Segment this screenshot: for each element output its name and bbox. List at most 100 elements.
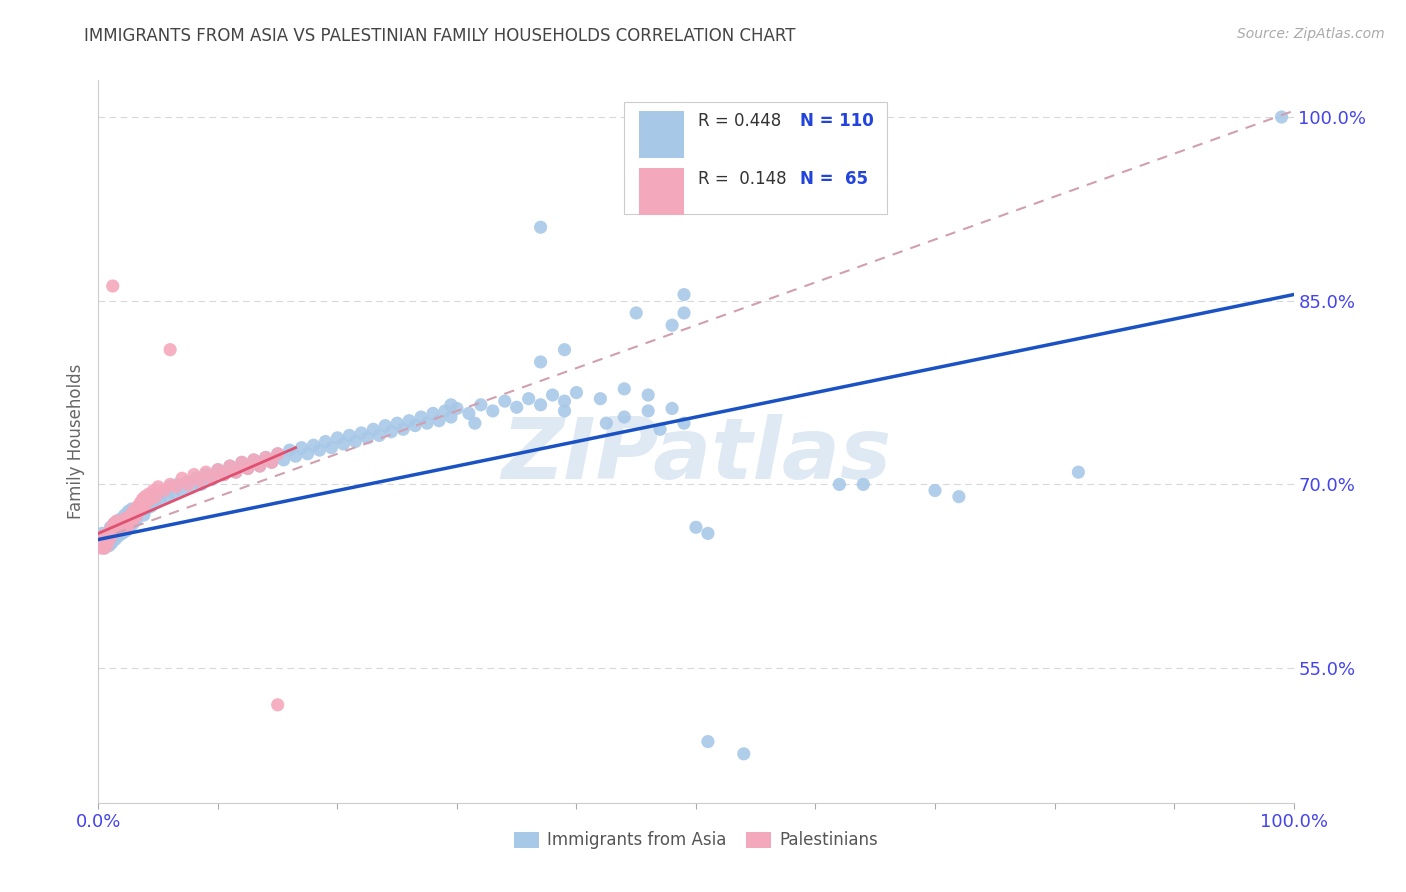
Point <box>148 480 170 494</box>
Point <box>96 539 118 553</box>
Point <box>273 453 295 467</box>
Point <box>291 441 314 455</box>
Point <box>132 508 155 522</box>
Point <box>163 486 186 500</box>
Point <box>828 477 851 491</box>
Point <box>180 480 202 494</box>
Point <box>416 416 439 430</box>
Legend: Immigrants from Asia, Palestinians: Immigrants from Asia, Palestinians <box>508 824 884 856</box>
Point <box>125 508 148 522</box>
Point <box>101 526 124 541</box>
Point <box>115 520 138 534</box>
Point <box>398 414 420 428</box>
Point <box>91 536 114 550</box>
Text: N =  65: N = 65 <box>800 170 868 188</box>
FancyBboxPatch shape <box>638 169 685 215</box>
Point <box>112 516 135 531</box>
Point <box>172 483 194 498</box>
Point <box>98 533 121 547</box>
Point <box>159 343 181 357</box>
Point <box>128 504 150 518</box>
Point <box>120 508 142 522</box>
Point <box>121 514 143 528</box>
Point <box>121 502 143 516</box>
Point <box>231 455 253 469</box>
Point <box>139 492 162 507</box>
Point <box>948 490 970 504</box>
Point <box>339 428 361 442</box>
Point <box>673 416 696 430</box>
Point <box>135 496 157 510</box>
Point <box>254 450 277 465</box>
Point <box>128 504 150 518</box>
Point <box>392 422 415 436</box>
Point <box>374 418 396 433</box>
Point <box>118 520 141 534</box>
Point <box>260 455 283 469</box>
Point <box>613 382 636 396</box>
Text: IMMIGRANTS FROM ASIA VS PALESTINIAN FAMILY HOUSEHOLDS CORRELATION CHART: IMMIGRANTS FROM ASIA VS PALESTINIAN FAMI… <box>84 27 796 45</box>
Point <box>344 434 367 449</box>
Point <box>385 416 409 430</box>
Point <box>356 431 378 445</box>
Point <box>440 398 463 412</box>
Point <box>249 458 271 473</box>
Point <box>104 533 127 547</box>
Point <box>177 477 200 491</box>
Point <box>101 279 124 293</box>
Point <box>404 418 426 433</box>
Point <box>122 516 145 531</box>
Point <box>108 520 131 534</box>
Point <box>733 747 755 761</box>
Point <box>100 520 122 534</box>
Point <box>595 416 617 430</box>
Point <box>111 526 134 541</box>
Point <box>118 516 141 531</box>
Point <box>530 220 553 235</box>
Point <box>104 523 127 537</box>
Point <box>440 410 463 425</box>
Point <box>661 318 683 333</box>
Point <box>105 514 128 528</box>
Point <box>94 533 117 547</box>
Point <box>411 410 433 425</box>
Point <box>350 425 373 440</box>
Point <box>153 483 176 498</box>
Point <box>107 514 129 528</box>
Point <box>176 475 198 489</box>
Point <box>166 477 188 491</box>
Point <box>613 410 636 425</box>
Point <box>530 398 553 412</box>
Point <box>231 455 253 469</box>
Point <box>236 461 259 475</box>
Point <box>93 541 115 555</box>
Point <box>541 388 564 402</box>
Point <box>207 463 229 477</box>
Point <box>110 511 132 525</box>
Point <box>138 492 160 507</box>
Point <box>103 516 125 531</box>
Point <box>637 388 659 402</box>
FancyBboxPatch shape <box>638 111 685 158</box>
Point <box>517 392 540 406</box>
Point <box>195 467 218 482</box>
Point <box>637 404 659 418</box>
Point <box>93 541 115 555</box>
Point <box>554 404 576 418</box>
Point <box>212 467 235 482</box>
Point <box>685 520 707 534</box>
Point <box>97 529 120 543</box>
Point <box>190 477 212 491</box>
Point <box>149 492 172 507</box>
Point <box>135 502 157 516</box>
Point <box>626 306 648 320</box>
Point <box>648 422 672 436</box>
Point <box>302 438 325 452</box>
Point <box>278 443 301 458</box>
Point <box>195 465 218 479</box>
Point <box>380 425 402 439</box>
Point <box>115 524 138 538</box>
Point <box>267 447 290 461</box>
Point <box>326 431 349 445</box>
Point <box>107 529 129 543</box>
